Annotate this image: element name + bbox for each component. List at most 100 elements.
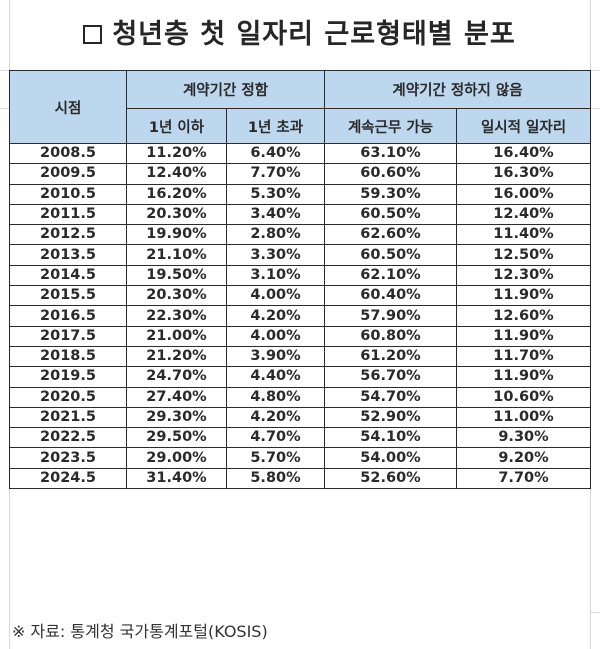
cell-temporary-job: 11.90%: [456, 325, 591, 347]
cell-continuous-work: 54.70%: [324, 386, 457, 408]
header-group-unfixed-contract: 계약기간 정하지 않음: [324, 70, 591, 109]
header-row-1: 시점 계약기간 정함 계약기간 정하지 않음: [9, 70, 591, 144]
cell-temporary-job: 12.50%: [456, 244, 591, 266]
cell-period: 2012.5: [9, 224, 127, 246]
table-row: 2013.5 21.10% 3.30% 60.50% 12.50%: [9, 244, 591, 266]
cell-le-1-year: 11.20%: [126, 142, 227, 165]
table-row: 2021.5 29.30% 4.20% 52.90% 11.00%: [9, 406, 591, 429]
cell-gt-1-year: 4.70%: [226, 427, 325, 449]
cell-temporary-job: 7.70%: [456, 467, 591, 490]
table-row: 2024.5 31.40% 5.80% 52.60% 7.70%: [9, 467, 591, 490]
cell-le-1-year: 19.90%: [126, 224, 227, 246]
cell-continuous-work: 60.50%: [324, 244, 457, 266]
cell-continuous-work: 60.80%: [324, 325, 457, 347]
table-row: 2008.5 11.20% 6.40% 63.10% 16.40%: [9, 142, 591, 165]
square-box-icon: [83, 25, 103, 44]
cell-temporary-job: 16.00%: [456, 183, 591, 205]
cell-temporary-job: 10.60%: [456, 386, 591, 408]
cell-gt-1-year: 5.80%: [226, 467, 325, 490]
table-row: 2018.5 21.20% 3.90% 61.20% 11.70%: [9, 345, 591, 368]
cell-temporary-job: 16.30%: [456, 163, 591, 185]
cell-period: 2020.5: [9, 386, 127, 408]
cell-le-1-year: 12.40%: [126, 163, 227, 185]
cell-continuous-work: 62.10%: [324, 264, 457, 287]
header-le-1-year: 1년 이하: [126, 108, 227, 144]
cell-continuous-work: 54.00%: [324, 447, 457, 469]
cell-le-1-year: 20.30%: [126, 285, 227, 307]
cell-period: 2023.5: [9, 447, 127, 469]
cell-le-1-year: 20.30%: [126, 203, 227, 226]
cell-le-1-year: 27.40%: [126, 386, 227, 408]
page-title: 청년층 첫 일자리 근로형태별 분포: [10, 12, 589, 58]
cell-le-1-year: 29.30%: [126, 406, 227, 429]
cell-continuous-work: 60.50%: [324, 203, 457, 226]
cell-continuous-work: 60.40%: [324, 285, 457, 307]
sheet-gridline-right: [590, 0, 591, 649]
cell-period: 2021.5: [9, 406, 127, 429]
header-gt-1-year: 1년 초과: [226, 108, 325, 144]
cell-gt-1-year: 6.40%: [226, 142, 325, 165]
sheet-gridline: [0, 70, 9, 71]
table-row: 2011.5 20.30% 3.40% 60.50% 12.40%: [9, 203, 591, 226]
cell-gt-1-year: 3.40%: [226, 203, 325, 226]
cell-temporary-job: 11.90%: [456, 366, 591, 388]
cell-temporary-job: 16.40%: [456, 142, 591, 165]
cell-period: 2017.5: [9, 325, 127, 347]
table-row: 2019.5 24.70% 4.40% 56.70% 11.90%: [9, 366, 591, 388]
cell-period: 2016.5: [9, 305, 127, 327]
cell-period: 2008.5: [9, 142, 127, 165]
sheet-gridline: [590, 70, 600, 71]
cell-gt-1-year: 3.30%: [226, 244, 325, 266]
table-row: 2020.5 27.40% 4.80% 54.70% 10.60%: [9, 386, 591, 408]
cell-gt-1-year: 2.80%: [226, 224, 325, 246]
cell-gt-1-year: 5.70%: [226, 447, 325, 469]
cell-continuous-work: 63.10%: [324, 142, 457, 165]
cell-le-1-year: 21.00%: [126, 325, 227, 347]
cell-period: 2022.5: [9, 427, 127, 449]
cell-le-1-year: 29.50%: [126, 427, 227, 449]
cell-period: 2018.5: [9, 345, 127, 368]
cell-period: 2014.5: [9, 264, 127, 287]
cell-temporary-job: 11.70%: [456, 345, 591, 368]
sheet-gridline: [0, 108, 9, 109]
sheet-gridline: [590, 612, 600, 613]
cell-temporary-job: 12.40%: [456, 203, 591, 226]
source-note: ※ 자료: 통계청 국가통계포털(KOSIS): [12, 622, 268, 641]
cell-gt-1-year: 4.00%: [226, 285, 325, 307]
cell-gt-1-year: 4.20%: [226, 305, 325, 327]
cell-gt-1-year: 4.80%: [226, 386, 325, 408]
cell-temporary-job: 9.20%: [456, 447, 591, 469]
table-row: 2010.5 16.20% 5.30% 59.30% 16.00%: [9, 183, 591, 205]
table-row: 2015.5 20.30% 4.00% 60.40% 11.90%: [9, 285, 591, 307]
cell-temporary-job: 11.90%: [456, 285, 591, 307]
cell-le-1-year: 19.50%: [126, 264, 227, 287]
cell-gt-1-year: 5.30%: [226, 183, 325, 205]
cell-period: 2024.5: [9, 467, 127, 490]
table-row: 2014.5 19.50% 3.10% 62.10% 12.30%: [9, 264, 591, 287]
cell-le-1-year: 21.20%: [126, 345, 227, 368]
cell-temporary-job: 11.00%: [456, 406, 591, 429]
cell-le-1-year: 29.00%: [126, 447, 227, 469]
cell-le-1-year: 31.40%: [126, 467, 227, 490]
cell-le-1-year: 21.10%: [126, 244, 227, 266]
cell-period: 2013.5: [9, 244, 127, 266]
cell-continuous-work: 52.90%: [324, 406, 457, 429]
cell-continuous-work: 60.60%: [324, 163, 457, 185]
distribution-table: 시점 계약기간 정함 계약기간 정하지 않음 1년 이하 1년 초과 계속근무 …: [9, 70, 591, 490]
table-row: 2017.5 21.00% 4.00% 60.80% 11.90%: [9, 325, 591, 347]
header-row-2: 1년 이하 1년 초과 계속근무 가능 일시적 일자리: [10, 108, 591, 144]
cell-gt-1-year: 3.10%: [226, 264, 325, 287]
table-row: 2016.5 22.30% 4.20% 57.90% 12.60%: [9, 305, 591, 327]
cell-continuous-work: 57.90%: [324, 305, 457, 327]
table-row: 2012.5 19.90% 2.80% 62.60% 11.40%: [9, 224, 591, 246]
cell-period: 2009.5: [9, 163, 127, 185]
cell-temporary-job: 12.30%: [456, 264, 591, 287]
header-period: 시점: [9, 70, 127, 144]
cell-period: 2015.5: [9, 285, 127, 307]
cell-continuous-work: 52.60%: [324, 467, 457, 490]
cell-continuous-work: 62.60%: [324, 224, 457, 246]
table-row: 2022.5 29.50% 4.70% 54.10% 9.30%: [9, 427, 591, 449]
cell-period: 2019.5: [9, 366, 127, 388]
header-group-fixed-contract: 계약기간 정함: [126, 70, 325, 109]
cell-gt-1-year: 4.00%: [226, 325, 325, 347]
